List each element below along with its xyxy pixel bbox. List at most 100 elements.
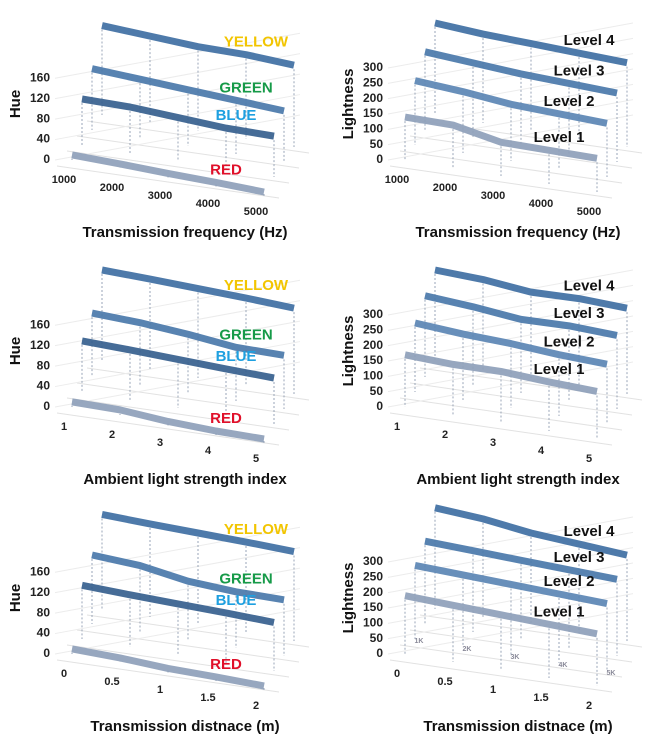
series-label: Level 2 [544, 93, 595, 110]
floor-line [66, 644, 290, 678]
ribbon [434, 266, 628, 312]
x-tick-label: 2 [586, 700, 592, 712]
x-tick-label: 1000 [385, 174, 409, 186]
series-label: RED [210, 656, 242, 673]
grid-line [387, 68, 634, 115]
y-tick-label: 160 [30, 70, 50, 84]
x-tick-label: 4 [205, 445, 212, 457]
series-label: Level 1 [534, 361, 585, 378]
grid-line [387, 269, 634, 316]
y-axis-label: Lightness [340, 316, 357, 387]
series-label: BLUE [216, 107, 257, 124]
x-tick-label: 1 [394, 421, 400, 433]
floor-line [389, 412, 613, 446]
ribbon [404, 113, 598, 162]
ribbon [71, 151, 265, 196]
y-tick-label: 300 [363, 307, 383, 321]
x-axis-label: Ambient light strength index [416, 471, 620, 488]
y-tick-label: 120 [30, 91, 50, 105]
floor-label: 3K [511, 654, 520, 661]
grid-line [387, 315, 634, 362]
x-tick-label: 0.5 [437, 676, 452, 688]
y-tick-label: 50 [370, 631, 384, 645]
grid-line [54, 279, 301, 326]
floor-line [66, 150, 290, 184]
floor-line [409, 629, 633, 663]
series-label: YELLOW [224, 277, 289, 294]
series-label: GREEN [219, 326, 272, 343]
y-tick-label: 120 [30, 338, 50, 352]
series-label: Level 4 [564, 278, 616, 295]
x-tick-label: 1 [61, 421, 67, 433]
y-tick-label: 80 [37, 605, 51, 619]
y-axis-label: Lightness [340, 563, 357, 634]
ribbon [414, 77, 608, 127]
floor-line [76, 135, 300, 169]
y-tick-label: 200 [363, 585, 383, 599]
x-tick-label: 1.5 [533, 692, 548, 704]
x-tick-label: 5 [253, 453, 259, 465]
x-tick-label: 4000 [529, 198, 553, 210]
floor-line [76, 382, 300, 416]
x-tick-label: 2 [442, 429, 448, 441]
floor-label: 1K [415, 638, 424, 645]
y-tick-label: 100 [363, 369, 383, 383]
y-tick-label: 0 [376, 399, 383, 413]
grid-line [387, 608, 634, 655]
x-tick-label: 1 [490, 684, 496, 696]
y-tick-label: 160 [30, 564, 50, 578]
x-tick-label: 0 [394, 668, 400, 680]
y-tick-label: 300 [363, 554, 383, 568]
floor-line [86, 367, 310, 401]
ribbon [404, 592, 598, 638]
y-tick-label: 150 [363, 353, 383, 367]
grid-line [54, 300, 301, 347]
y-tick-label: 100 [363, 122, 383, 136]
series-label: RED [210, 410, 242, 427]
grid-line [387, 22, 634, 69]
x-axis-label: Transmission distnace (m) [90, 718, 279, 735]
y-axis-label: Hue [7, 90, 24, 118]
grid-line [387, 37, 634, 84]
y-axis-label: Hue [7, 337, 24, 365]
ribbon [404, 351, 598, 395]
grid-line [387, 516, 634, 563]
floor-line [56, 412, 280, 446]
ribbon [91, 309, 285, 359]
series-label: Level 2 [544, 573, 595, 590]
x-axis-label: Transmission frequency (Hz) [415, 224, 620, 241]
y-tick-label: 80 [37, 111, 51, 125]
ribbon [424, 292, 618, 339]
x-tick-label: 1 [157, 684, 163, 696]
series-label: Level 1 [534, 129, 585, 146]
ribbon [91, 551, 285, 604]
series-label: Level 3 [554, 62, 605, 79]
floor-line [86, 614, 310, 648]
floor-label: 5K [607, 670, 616, 677]
series-label: Level 3 [554, 549, 605, 566]
x-tick-label: 1000 [52, 174, 76, 186]
y-axis-label: Lightness [340, 69, 357, 140]
series-label: GREEN [219, 79, 272, 96]
x-tick-label: 4 [538, 445, 545, 457]
y-tick-label: 50 [370, 137, 384, 151]
floor-line [409, 382, 633, 416]
y-tick-label: 0 [43, 399, 50, 413]
x-tick-label: 2 [253, 700, 259, 712]
y-tick-label: 160 [30, 317, 50, 331]
y-tick-label: 200 [363, 338, 383, 352]
grid-line [54, 114, 301, 161]
floor-line [399, 397, 623, 431]
x-tick-label: 0.5 [104, 676, 119, 688]
series-label: Level 2 [544, 334, 595, 351]
ribbon [424, 537, 618, 583]
y-tick-label: 0 [43, 646, 50, 660]
y-tick-label: 250 [363, 76, 383, 90]
ribbon [91, 65, 285, 115]
x-tick-label: 1.5 [200, 692, 215, 704]
x-tick-label: 5000 [577, 206, 601, 218]
floor-line [419, 367, 643, 401]
ribbon [71, 398, 265, 443]
floor-line [389, 165, 613, 199]
